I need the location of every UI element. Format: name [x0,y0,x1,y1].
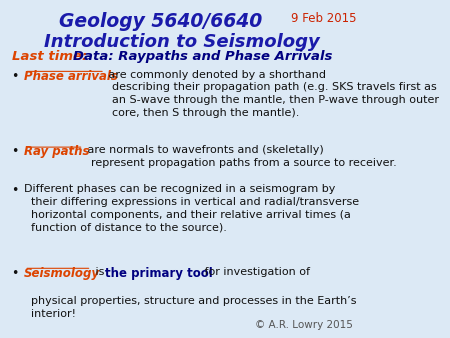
Text: Introduction to Seismology: Introduction to Seismology [45,33,320,51]
Text: •: • [12,267,19,280]
Text: physical properties, structure and processes in the Earth’s
  interior!: physical properties, structure and proce… [24,296,357,319]
Text: Geology 5640/6640: Geology 5640/6640 [59,13,262,31]
Text: is: is [91,267,108,276]
Text: •: • [12,70,19,83]
Text: Ray paths: Ray paths [24,145,90,159]
Text: Different phases can be recognized in a seismogram by
  their differing expressi: Different phases can be recognized in a … [24,184,360,233]
Text: 9 Feb 2015: 9 Feb 2015 [291,13,357,25]
Text: Last time:: Last time: [12,50,91,63]
Text: Seismology: Seismology [24,267,100,280]
Text: © A.R. Lowry 2015: © A.R. Lowry 2015 [255,320,353,330]
Text: Data: Raypaths and Phase Arrivals: Data: Raypaths and Phase Arrivals [72,50,332,63]
Text: for investigation of: for investigation of [201,267,310,276]
Text: are normals to wavefronts and (skeletally)
  represent propagation paths from a : are normals to wavefronts and (skeletall… [84,145,396,168]
Text: the primary tool: the primary tool [105,267,213,280]
Text: •: • [12,145,19,159]
Text: Phase arrivals: Phase arrivals [24,70,118,83]
Text: are commonly denoted by a shorthand
  describing their propagation path (e.g. SK: are commonly denoted by a shorthand desc… [105,70,439,118]
Text: •: • [12,184,19,197]
